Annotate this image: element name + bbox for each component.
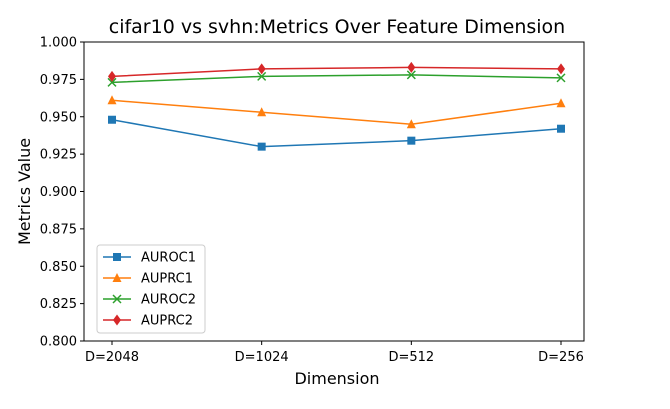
y-tick-label: 0.925: [40, 148, 77, 163]
series-auroc2: [107, 70, 566, 87]
series-auprc2: [108, 61, 565, 82]
series-line: [111, 66, 562, 78]
data-point: [257, 71, 267, 81]
data-point: [407, 61, 416, 73]
y-tick-label: 0.975: [40, 73, 77, 88]
data-point: [107, 77, 117, 87]
x-tick-label: D=512: [388, 350, 434, 365]
x-tick-label: D=256: [538, 350, 584, 365]
y-tick-label: 0.900: [40, 185, 77, 200]
y-tick-label: 0.950: [40, 110, 77, 125]
legend-item: AUPRC2: [103, 314, 193, 329]
series-line: [111, 74, 562, 84]
series-line: [111, 99, 562, 125]
legend-item: AUROC1: [103, 251, 196, 266]
legend-label: AUROC1: [141, 251, 196, 266]
y-tick-label: 0.850: [40, 260, 77, 275]
x-axis-label: Dimension: [294, 369, 379, 388]
x-tick-label: D=2048: [85, 350, 139, 365]
y-axis-ticks: 0.800 0.825 0.850 0.875 0.900 0.925 0.950 0.975…: [40, 36, 84, 350]
legend-label: AUPRC1: [141, 272, 193, 287]
data-point: [257, 63, 266, 75]
chart-title: cifar10 vs svhn:Metrics Over Feature Dim…: [109, 16, 565, 38]
data-point: [406, 70, 416, 80]
legend-marker: [113, 253, 121, 261]
legend-item: AUPRC1: [103, 272, 193, 287]
data-point: [107, 95, 117, 105]
legend-item: AUROC2: [103, 293, 196, 308]
legend-frame: [96, 244, 206, 334]
y-tick-label: 1.000: [40, 36, 77, 51]
x-tick-label: D=1024: [235, 350, 289, 365]
data-point: [108, 70, 116, 82]
series-auprc1: [107, 95, 566, 129]
legend-label: AUPRC2: [141, 314, 193, 329]
legend-marker: [112, 273, 122, 282]
data-point: [406, 119, 416, 129]
y-axis-label: Metrics Value: [15, 138, 34, 245]
legend: AUROC1 AUPRC1 AUROC2 AUPRC2: [96, 244, 206, 334]
data-point: [108, 115, 116, 124]
x-axis-ticks: D=2048 D=1024 D=512 D=256: [85, 341, 584, 365]
data-point: [556, 73, 566, 83]
data-point: [557, 63, 565, 75]
legend-marker: [113, 314, 121, 326]
legend-marker: [112, 294, 122, 304]
data-point: [257, 142, 266, 151]
y-tick-label: 0.825: [40, 297, 77, 312]
data-point: [556, 98, 566, 108]
y-tick-label: 0.875: [40, 222, 77, 237]
series-layer: [107, 61, 566, 151]
y-tick-label: 0.800: [40, 335, 77, 350]
data-point: [407, 136, 416, 145]
series-line: [111, 119, 562, 148]
series-auroc1: [108, 115, 565, 151]
legend-label: AUROC2: [141, 293, 196, 308]
data-point: [557, 124, 565, 133]
data-point: [257, 107, 267, 117]
